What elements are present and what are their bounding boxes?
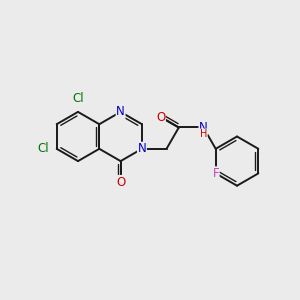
Text: O: O bbox=[156, 110, 165, 124]
Text: Cl: Cl bbox=[72, 92, 84, 105]
Text: N: N bbox=[199, 121, 208, 134]
Text: N: N bbox=[137, 142, 146, 155]
Text: Cl: Cl bbox=[38, 142, 49, 155]
Text: N: N bbox=[116, 105, 125, 119]
Text: H: H bbox=[200, 129, 207, 139]
Text: F: F bbox=[212, 167, 219, 180]
Text: O: O bbox=[116, 176, 125, 188]
